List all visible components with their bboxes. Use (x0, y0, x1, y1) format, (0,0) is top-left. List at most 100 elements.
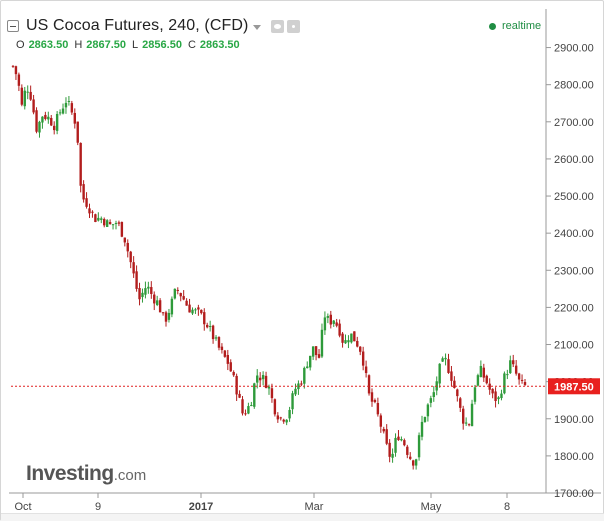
candle-body (14, 66, 18, 75)
candle-body (488, 383, 491, 390)
candle-body (267, 386, 271, 389)
candle-body (88, 208, 91, 214)
high-value: 2867.50 (86, 39, 127, 51)
candle-body (141, 292, 144, 298)
candle-body (444, 357, 447, 360)
candle-body (26, 91, 29, 93)
candle-body (103, 219, 106, 226)
logo-brand: Investing (26, 462, 114, 485)
candle-body (512, 360, 515, 365)
high-label: H (74, 39, 83, 51)
candle-body (303, 367, 306, 384)
candle-body (356, 340, 359, 347)
candle-body (76, 121, 79, 143)
candle-body (429, 398, 433, 403)
candle-body (441, 358, 444, 362)
collapse-icon[interactable] (7, 20, 19, 32)
candle-body (244, 413, 247, 415)
candle-body (197, 307, 200, 310)
candle-body (329, 314, 332, 325)
candle-body (476, 375, 480, 386)
eye-icon[interactable] (271, 19, 285, 33)
candle-body (497, 397, 500, 400)
candle-body (364, 366, 368, 374)
candle-body (194, 309, 197, 311)
close-label: C (187, 39, 196, 51)
candle-body (64, 102, 68, 108)
candle-body (347, 340, 350, 343)
candle-body (453, 380, 456, 388)
chart-title: US Cocoa Futures, 240, (CFD) (26, 17, 249, 34)
x-tick-label: Oct (14, 501, 31, 513)
candle-body (79, 142, 82, 186)
candle-body (50, 117, 53, 126)
candle-body (253, 383, 256, 407)
candle-body (32, 99, 35, 113)
candle-body (206, 324, 209, 328)
candle-body (73, 112, 76, 124)
realtime-status: realtime (489, 20, 541, 32)
candle-body (147, 286, 150, 289)
candle-body (276, 415, 280, 420)
candle-body (462, 408, 465, 424)
candle-body (473, 387, 477, 402)
candle-body (203, 312, 206, 325)
candle-body (188, 304, 191, 313)
candle-body (376, 402, 380, 415)
gear-icon[interactable] (287, 19, 301, 33)
timeline-scrollbar[interactable] (1, 513, 604, 521)
candle-body (385, 429, 388, 444)
x-tick-label: 8 (504, 501, 510, 513)
candle-body (509, 360, 512, 374)
candle-body (144, 288, 147, 295)
candle-body (470, 403, 474, 427)
candle-body (173, 288, 177, 299)
candle-body (332, 320, 335, 324)
candle-body (359, 346, 362, 352)
candle-body (182, 296, 185, 300)
candle-body (279, 417, 282, 419)
candle-body (517, 373, 521, 380)
candle-body (208, 326, 212, 328)
candle-body (323, 317, 327, 331)
chevron-down-icon[interactable] (253, 24, 262, 30)
candle-body (250, 404, 253, 407)
candle-body (288, 409, 291, 419)
candle-body (432, 392, 435, 398)
last-price-label: 1987.50 (554, 381, 594, 393)
candle-body (29, 91, 32, 100)
candle-body (397, 436, 400, 441)
candle-body (58, 112, 62, 114)
candle-body (311, 346, 315, 357)
candle-body (232, 372, 235, 376)
candle-body (391, 453, 394, 458)
candle-body (85, 198, 88, 207)
candle-body (417, 435, 421, 458)
candle-body (467, 424, 471, 426)
investing-logo: Investing.com (26, 462, 146, 486)
chart-header: US Cocoa Futures, 240, (CFD) (7, 15, 301, 37)
candle-body (520, 379, 524, 381)
candle-body (200, 309, 203, 314)
candle-body (335, 322, 338, 326)
y-tick-label: 2100.00 (554, 340, 594, 352)
candle-body (155, 300, 159, 305)
candle-body (326, 316, 330, 318)
candle-body (179, 293, 182, 297)
candle-body (153, 294, 156, 304)
x-tick-label: 2017 (189, 501, 213, 513)
candle-body (370, 392, 374, 402)
candle-body (35, 110, 38, 132)
low-label: L (132, 39, 139, 51)
candle-body (317, 354, 321, 358)
candle-body (91, 211, 94, 213)
candle-body (129, 251, 132, 263)
candle-body (353, 331, 356, 342)
candle-body (373, 399, 377, 403)
candle-body (191, 309, 194, 314)
candle-body (506, 374, 509, 376)
candle-body (447, 359, 450, 373)
low-value: 2856.50 (142, 39, 182, 51)
candle-body (394, 437, 397, 453)
